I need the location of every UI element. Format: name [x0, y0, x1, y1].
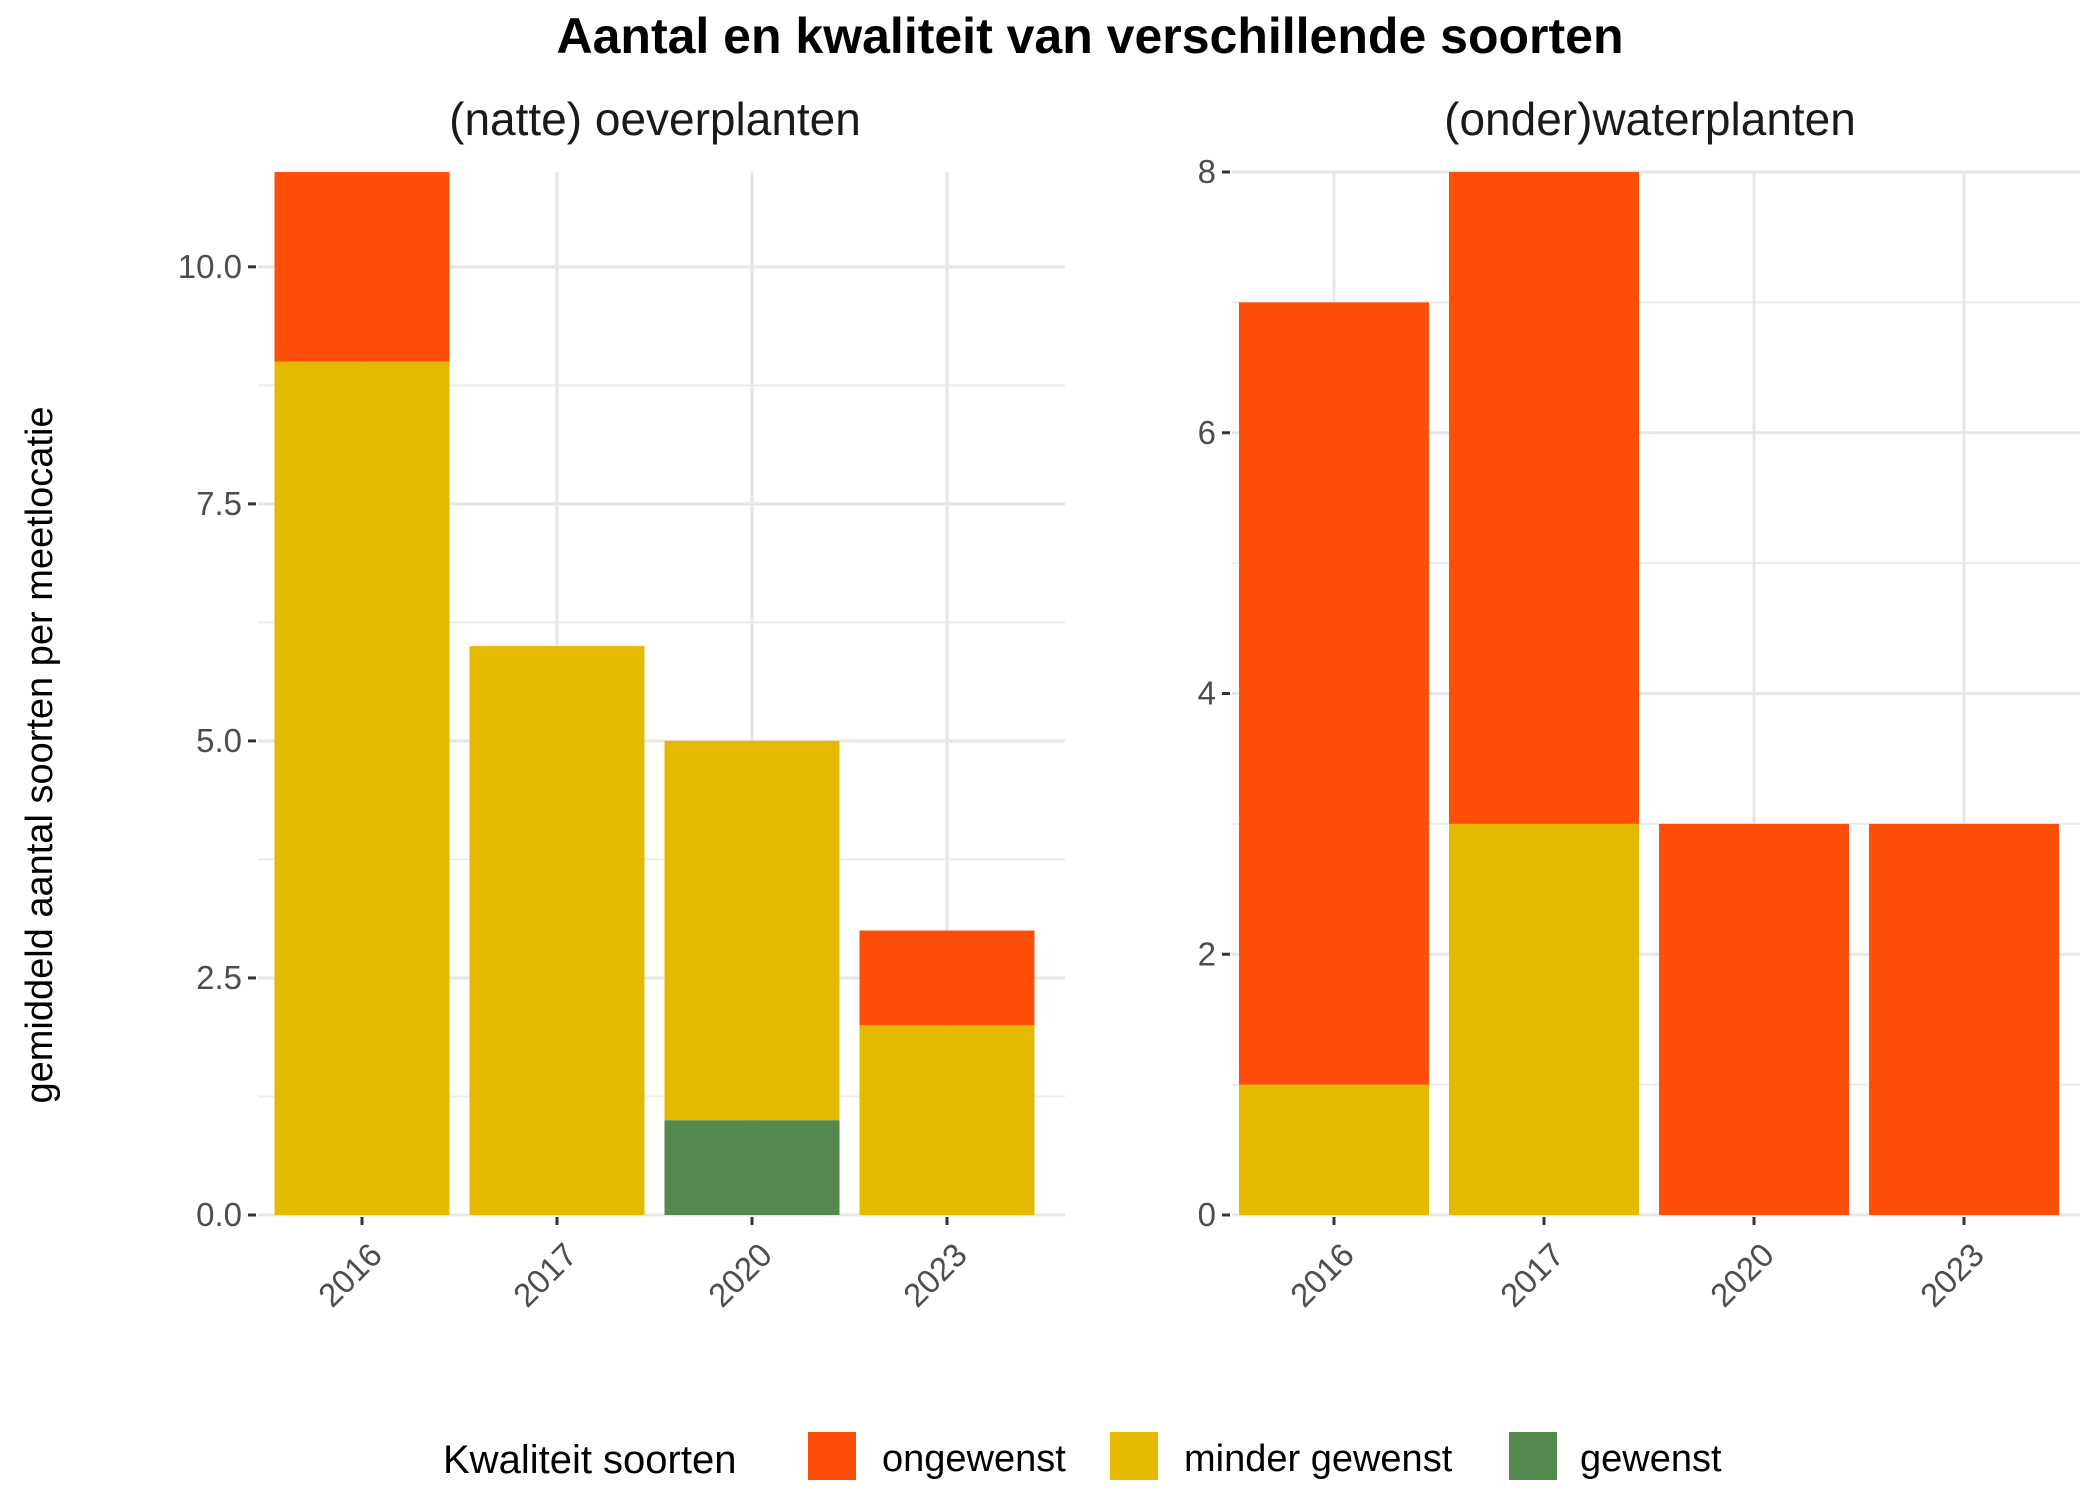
legend-item-minder-gewenst: minder gewenst [1110, 1432, 1453, 1480]
y-tick-label: 7.5 [196, 485, 242, 522]
legend-item-ongewenst: ongewenst [808, 1432, 1066, 1480]
bar-gewenst-2020 [664, 1120, 840, 1215]
bar-minder-gewenst-2023 [859, 1025, 1035, 1215]
bar-minder-gewenst-2020 [664, 740, 840, 1121]
legend-swatch [1509, 1432, 1557, 1480]
legend-swatch [1110, 1432, 1158, 1480]
y-tick-label: 0.0 [196, 1196, 242, 1233]
panel-2: (onder)waterplanten 0 2 4 6 8 2016 2017 2020 2023 [1198, 93, 2080, 1314]
bars [274, 172, 1035, 1215]
bar-ongewenst-2016 [1239, 302, 1429, 1085]
x-tick-label: 2023 [1913, 1236, 1991, 1314]
y-axis: 0 2 4 6 8 [1198, 153, 1230, 1233]
legend: Kwaliteit soorten ongewenst minder gewens… [443, 1432, 1722, 1482]
y-axis-title: gemiddeld aantal soorten per meetlocatie [19, 406, 61, 1103]
x-axis: 2016 2017 2020 2023 [311, 1217, 974, 1314]
chart-title: Aantal en kwaliteit van verschillende so… [556, 8, 1623, 64]
bar-ongewenst-2016 [274, 172, 450, 362]
bar-ongewenst-2023 [1869, 823, 2059, 1215]
facet-panels: (natte) oeverplanten 0.0 2.5 5.0 7.5 10.0 2016… [178, 93, 2080, 1314]
y-tick-label: 5.0 [196, 722, 242, 759]
x-axis: 2016 2017 2020 2023 [1283, 1217, 1991, 1314]
legend-label: minder gewenst [1184, 1438, 1453, 1480]
legend-swatch [808, 1432, 856, 1480]
bar-minder-gewenst-2017 [469, 646, 645, 1215]
y-tick-label: 6 [1198, 414, 1216, 451]
panel-title: (onder)waterplanten [1444, 93, 1856, 145]
y-tick-label: 2.5 [196, 959, 242, 996]
x-tick-label: 2016 [1283, 1236, 1361, 1314]
y-tick-label: 8 [1198, 153, 1216, 190]
x-tick-label: 2020 [1703, 1236, 1781, 1314]
panel-1: (natte) oeverplanten 0.0 2.5 5.0 7.5 10.0 2016… [178, 93, 1065, 1314]
y-tick-label: 0 [1198, 1196, 1216, 1233]
bar-minder-gewenst-2016 [274, 361, 450, 1215]
bar-minder-gewenst-2016 [1239, 1084, 1429, 1215]
y-tick-label: 10.0 [178, 248, 242, 285]
y-axis: 0.0 2.5 5.0 7.5 10.0 [178, 248, 256, 1233]
legend-label: gewenst [1580, 1438, 1722, 1480]
x-tick-label: 2020 [701, 1236, 779, 1314]
bar-ongewenst-2023 [859, 930, 1035, 1026]
y-tick-label: 4 [1198, 675, 1216, 712]
x-tick-label: 2017 [1493, 1236, 1571, 1314]
bar-minder-gewenst-2017 [1449, 823, 1639, 1215]
x-tick-label: 2023 [896, 1236, 974, 1314]
x-tick-label: 2016 [311, 1236, 389, 1314]
x-tick-label: 2017 [506, 1236, 584, 1314]
bars [1239, 172, 2059, 1215]
legend-item-gewenst: gewenst [1509, 1432, 1722, 1480]
legend-label: ongewenst [882, 1438, 1066, 1480]
bar-ongewenst-2020 [1659, 823, 1849, 1215]
panel-title: (natte) oeverplanten [449, 93, 861, 145]
y-tick-label: 2 [1198, 935, 1216, 972]
legend-title: Kwaliteit soorten [443, 1438, 736, 1482]
bar-ongewenst-2017 [1449, 172, 1639, 824]
